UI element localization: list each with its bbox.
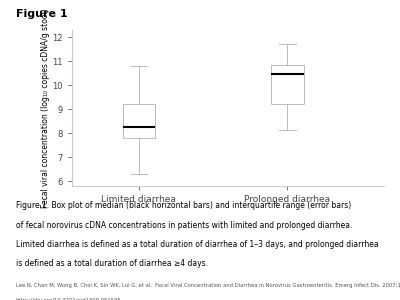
Text: Figure 1: Figure 1	[16, 9, 68, 19]
PathPatch shape	[271, 65, 304, 104]
PathPatch shape	[122, 104, 155, 138]
Text: of fecal norovirus cDNA concentrations in patients with limited and prolonged di: of fecal norovirus cDNA concentrations i…	[16, 220, 352, 230]
Text: Limited diarrhea is defined as a total duration of diarrhea of 1–3 days, and pro: Limited diarrhea is defined as a total d…	[16, 240, 379, 249]
Y-axis label: Fecal viral concentration (log₁₀ copies cDNA/g stool): Fecal viral concentration (log₁₀ copies …	[41, 8, 50, 208]
Text: https://doi.org/10.3201/eid1309.061535: https://doi.org/10.3201/eid1309.061535	[16, 298, 122, 300]
Text: Figure 1. Box plot of median (black horizontal bars) and interquartile range (er: Figure 1. Box plot of median (black hori…	[16, 201, 351, 210]
Text: is defined as a total duration of diarrhea ≥4 days.: is defined as a total duration of diarrh…	[16, 260, 208, 268]
Text: Lee N, Chan M, Wong B, Choi K, Sin WK, Lui G, et al.  Fecal Viral Concentration : Lee N, Chan M, Wong B, Choi K, Sin WK, L…	[16, 283, 400, 288]
